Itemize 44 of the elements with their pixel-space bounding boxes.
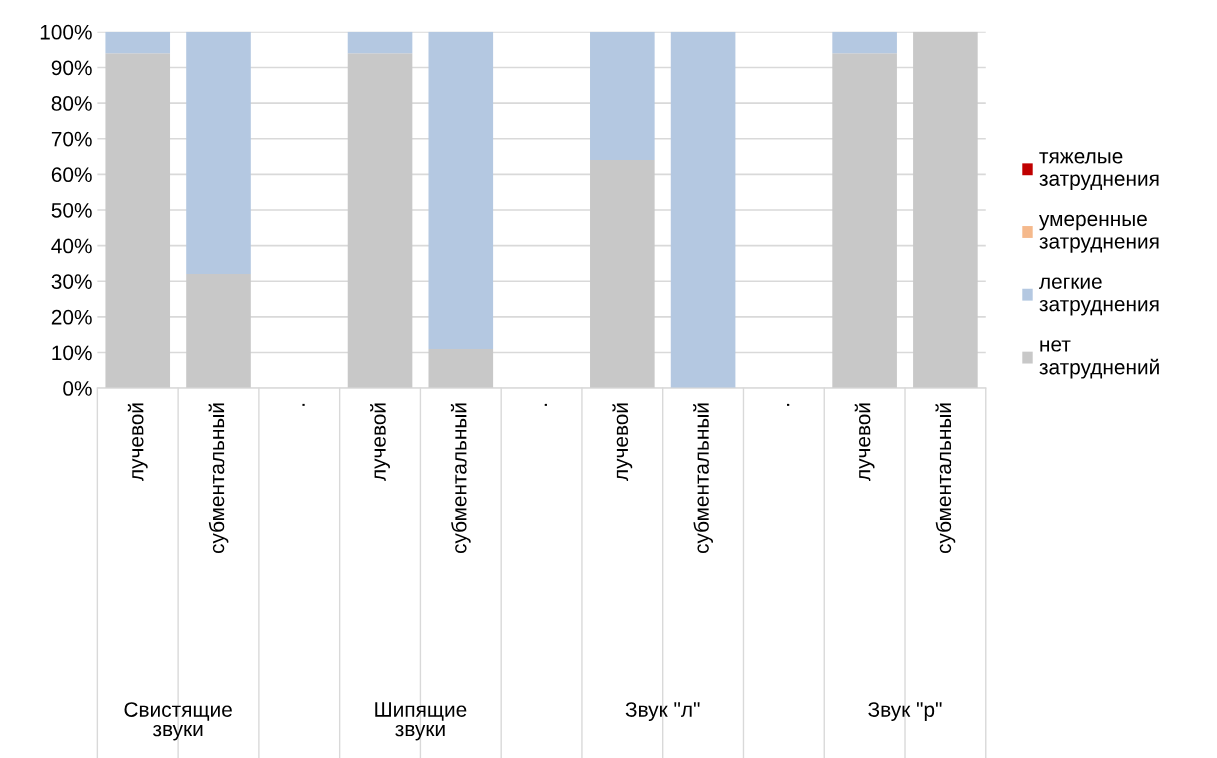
bar	[186, 31, 251, 275]
text: Звук "л"	[625, 702, 700, 722]
bar	[105, 53, 171, 389]
y-tick-label: 30%	[51, 274, 92, 289]
text: Свистящие звуки	[124, 702, 232, 741]
legend-label: легкие затруднения	[1039, 277, 1159, 316]
x-tick-label: .	[787, 403, 790, 406]
text: Шипящие звуки	[375, 702, 467, 741]
bar	[186, 274, 251, 389]
legend-label: нет затруднений	[1039, 340, 1159, 379]
y-tick-label: 0%	[63, 381, 92, 396]
x-tick-label: лучевой	[612, 403, 633, 481]
y-tick-label: 70%	[51, 131, 92, 147]
text: Звук "р"	[868, 702, 942, 722]
legend-label: тяжелые затруднения	[1039, 152, 1159, 191]
y-tick-label: 40%	[51, 238, 92, 254]
x-tick-label: субментальный	[450, 403, 471, 554]
bar	[590, 31, 655, 161]
bar	[105, 31, 171, 54]
y-tick-label: 50%	[51, 202, 92, 218]
y-tick-label: 90%	[51, 60, 92, 76]
bar	[590, 160, 655, 389]
x-tick-label: субментальный	[208, 403, 229, 554]
x-tick-label: .	[302, 403, 305, 406]
y-tick-label: 80%	[51, 96, 92, 111]
y-tick-label: 10%	[52, 345, 92, 361]
x-tick-label: лучевой	[370, 403, 390, 481]
x-tick-label: .	[544, 403, 547, 406]
bar	[670, 31, 736, 389]
legend-label: умеренные затруднения	[1039, 214, 1159, 253]
bar	[428, 348, 494, 389]
y-tick-label: 60%	[51, 167, 92, 183]
bar	[832, 53, 897, 389]
bar	[428, 31, 494, 349]
bar	[913, 31, 978, 389]
bar	[347, 31, 413, 54]
x-tick-label: лучевой	[127, 403, 148, 481]
x-tick-label: субментальный	[693, 403, 713, 554]
x-tick-label: субментальный	[935, 403, 956, 554]
x-tick-label: лучевой	[854, 403, 875, 481]
y-tick-label: 20%	[51, 309, 92, 325]
bar	[347, 53, 413, 389]
bar	[832, 31, 897, 54]
y-tick-label: 100%	[40, 24, 92, 40]
